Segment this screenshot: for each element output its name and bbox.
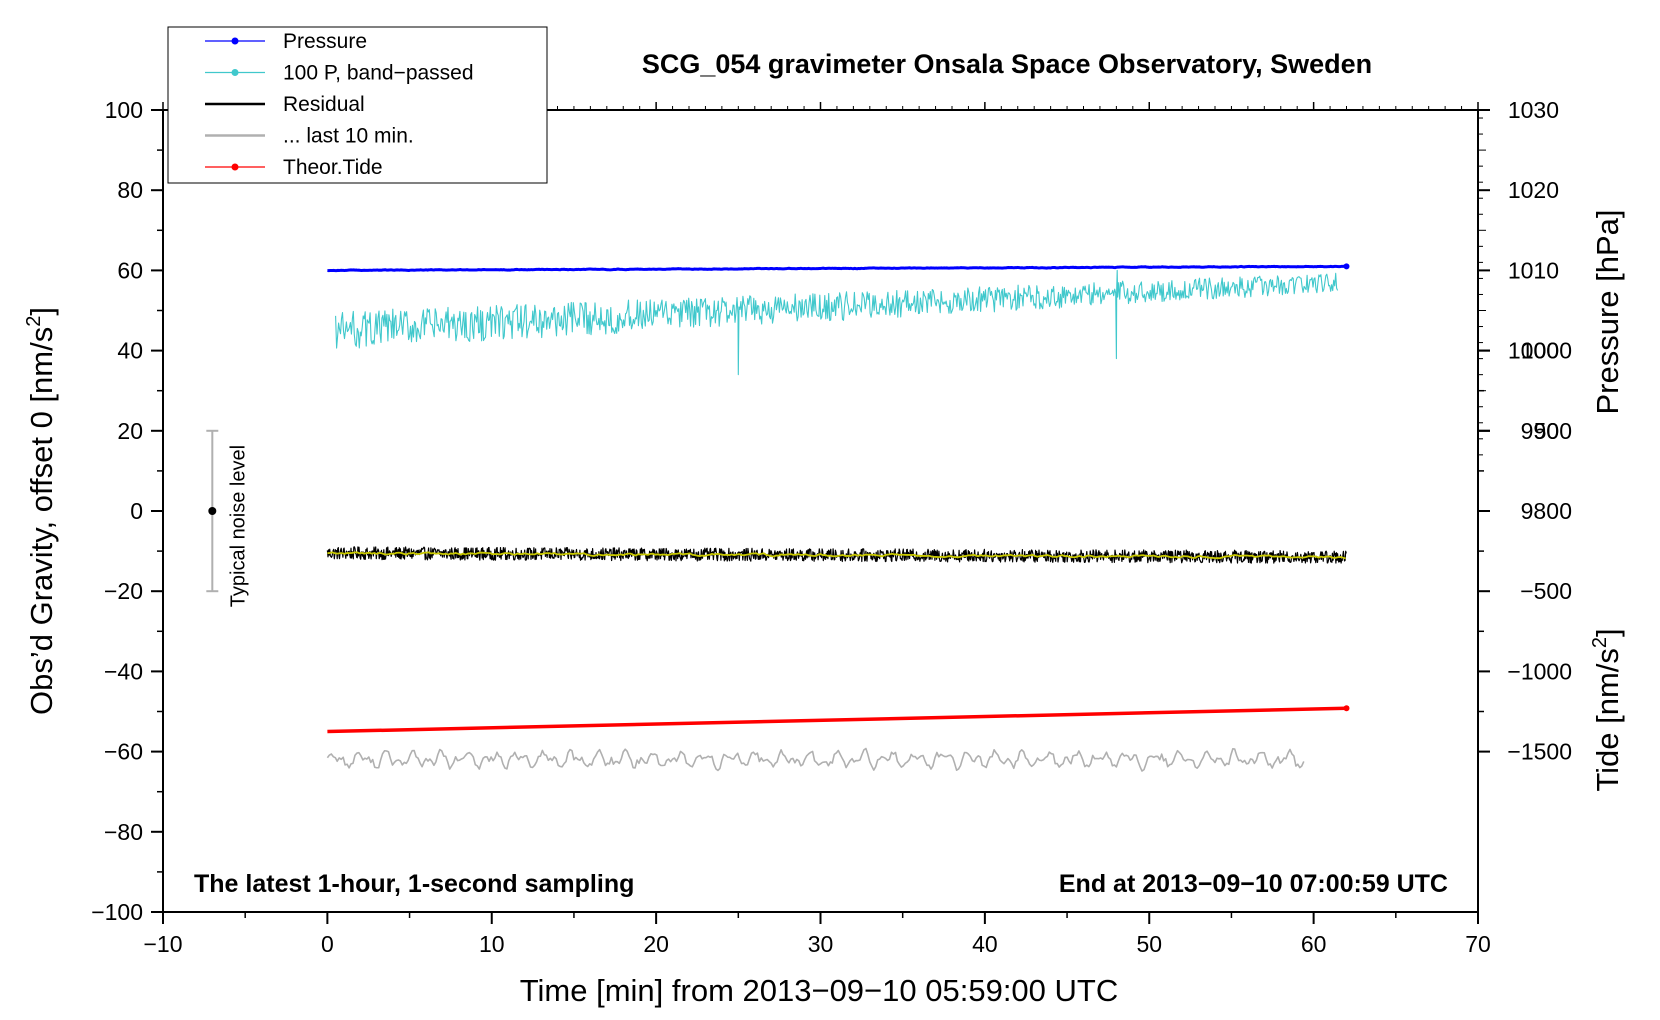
y-axis-left-title: Obs’d Gravity, offset 0 [nm/s2] — [23, 307, 59, 715]
series-pressure-line — [327, 264, 1347, 273]
x-tick-label: 10 — [479, 931, 505, 957]
series-pressure-endpoint — [1343, 263, 1350, 270]
legend-swatch-dot — [231, 69, 239, 76]
noise-bar-center-dot — [208, 507, 217, 515]
legend-swatch-dot — [231, 37, 239, 45]
y-tick-label: −100 — [91, 899, 143, 925]
tide-tick-label: 0 — [1559, 498, 1572, 524]
pressure-tick-label: 1010 — [1508, 257, 1559, 283]
legend-label: ... last 10 min. — [283, 125, 414, 148]
tide-tick-label: −500 — [1520, 578, 1572, 604]
pressure-tick-label: 980 — [1521, 498, 1559, 524]
ticks-layer: −10 0 10 20 30 40 50 60 70100806040200−20−40−60−… — [91, 97, 1572, 957]
legend: Pressure 100 P, band−passed Residual ... la… — [167, 26, 548, 184]
y-tick-label: −80 — [104, 819, 143, 845]
series-band-passed-pressure-line — [335, 269, 1339, 376]
y-tick-label: −40 — [104, 658, 143, 684]
series-last-10-min-line — [326, 747, 1305, 772]
series-residual-smoothed-line — [327, 551, 1346, 560]
pressure-tick-label: 1030 — [1508, 97, 1559, 123]
y-tick-label: 20 — [117, 418, 143, 444]
chart-title: SCG_054 gravimeter Onsala Space Observat… — [642, 49, 1372, 79]
pressure-tick-label: 1000 — [1508, 338, 1559, 364]
y-tick-label: 80 — [117, 177, 143, 203]
series-theor-tide-endpoint — [1343, 705, 1350, 712]
noise-level-indicator: Typical noise level — [206, 429, 249, 607]
legend-label: Theor.Tide — [283, 156, 383, 179]
noise-bar-label: Typical noise level — [227, 445, 249, 607]
legend-label: Pressure — [283, 30, 367, 53]
y-tick-label: 0 — [130, 498, 143, 524]
y-tick-label: 60 — [117, 257, 143, 283]
x-tick-label: 60 — [1301, 931, 1327, 957]
legend-label: Residual — [283, 93, 365, 116]
x-tick-label: 40 — [972, 931, 998, 957]
pressure-tick-label: 990 — [1521, 418, 1559, 444]
series-theor-tide-line — [327, 706, 1347, 734]
x-tick-label: 70 — [1465, 931, 1491, 957]
x-tick-label: −10 — [143, 931, 182, 957]
pressure-tick-label: 1020 — [1508, 177, 1559, 203]
legend-swatch-dot — [231, 163, 239, 171]
x-axis-title: Time [min] from 2013−09−10 05:59:00 UTC — [520, 973, 1119, 1008]
series-layer — [326, 263, 1350, 772]
series-residual-line — [326, 546, 1347, 564]
x-tick-label: 30 — [808, 931, 834, 957]
tide-tick-label: 1000 — [1521, 338, 1572, 364]
legend-label: 100 P, band−passed — [283, 62, 474, 85]
plot-frame — [162, 109, 1479, 913]
y-axis-tide-title: Tide [nm/s2] — [1589, 628, 1625, 791]
y-tick-label: 40 — [117, 338, 143, 364]
note-end-time: End at 2013−09−10 07:00:59 UTC — [1059, 870, 1448, 898]
x-tick-label: 50 — [1136, 931, 1162, 957]
y-tick-label: −60 — [104, 739, 143, 765]
y-axis-pressure-title: Pressure [hPa] — [1590, 209, 1625, 414]
x-tick-label: 20 — [643, 931, 669, 957]
tide-tick-label: 500 — [1534, 418, 1572, 444]
tide-tick-label: −1500 — [1507, 739, 1572, 765]
y-tick-label: 100 — [105, 97, 143, 123]
y-tick-label: −20 — [104, 578, 143, 604]
x-tick-label: 0 — [321, 931, 334, 957]
note-latest-hour: The latest 1-hour, 1-second sampling — [194, 870, 634, 898]
tide-tick-label: −1000 — [1507, 658, 1572, 684]
